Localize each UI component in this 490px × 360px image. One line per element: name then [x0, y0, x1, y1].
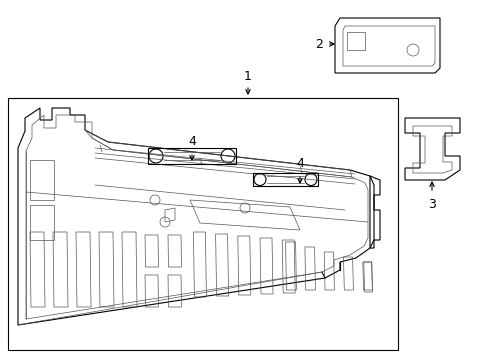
- Bar: [30, 205, 54, 240]
- Text: 3: 3: [428, 198, 436, 211]
- Bar: [148, 148, 236, 164]
- Text: 2: 2: [315, 37, 323, 50]
- Bar: [8, 98, 398, 350]
- Text: 4: 4: [296, 157, 304, 170]
- Text: 1: 1: [244, 70, 252, 83]
- Bar: [253, 173, 318, 186]
- Bar: [30, 160, 54, 200]
- Bar: [347, 32, 365, 50]
- Text: 4: 4: [188, 135, 196, 148]
